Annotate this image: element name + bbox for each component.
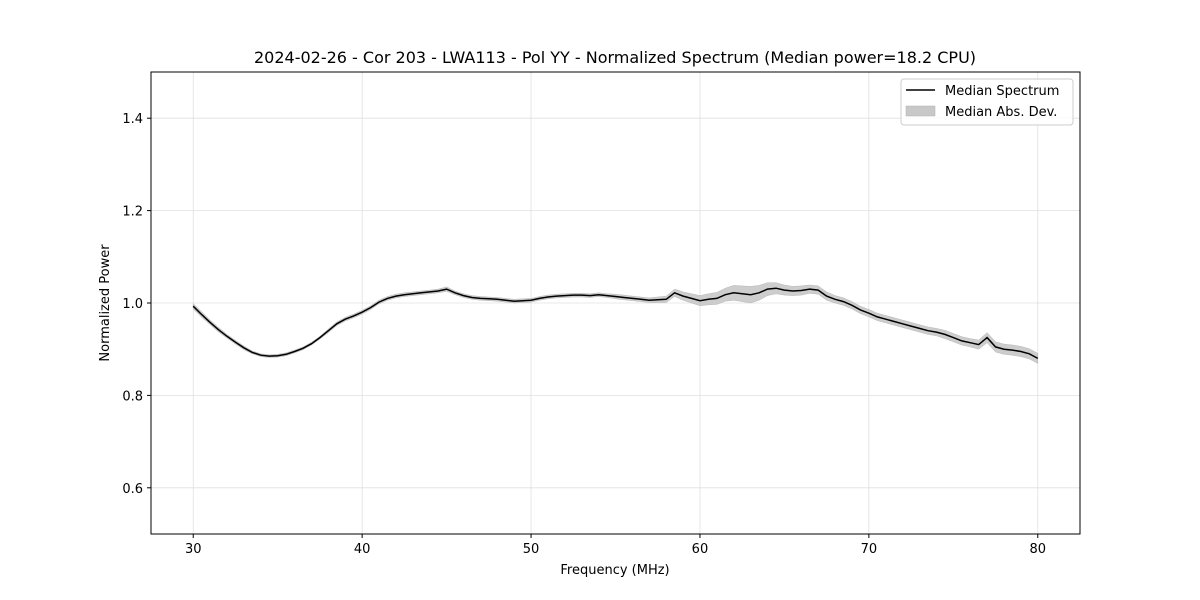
x-tick-label: 80 bbox=[1029, 542, 1046, 557]
legend: Median Spectrum Median Abs. Dev. bbox=[900, 78, 1074, 126]
x-tick-label: 30 bbox=[185, 542, 202, 557]
legend-label-mad: Median Abs. Dev. bbox=[945, 105, 1057, 120]
y-tick-label: 1.4 bbox=[122, 112, 143, 127]
x-tick-label: 50 bbox=[523, 542, 540, 557]
legend-label-median: Median Spectrum bbox=[945, 84, 1059, 99]
ticks: 30 40 50 60 70 80 0.6 0.8 1.0 1.2 1.4 bbox=[122, 112, 1046, 557]
y-tick-label: 0.6 bbox=[122, 482, 143, 497]
y-tick-label: 1.2 bbox=[122, 205, 143, 220]
x-axis-title: Frequency (MHz) bbox=[560, 563, 669, 578]
x-tick-label: 40 bbox=[354, 542, 371, 557]
legend-band-swatch bbox=[905, 105, 936, 117]
x-tick-label: 70 bbox=[861, 542, 878, 557]
y-tick-label: 0.8 bbox=[122, 389, 143, 404]
x-tick-label: 60 bbox=[692, 542, 709, 557]
y-axis-title: Normalized Power bbox=[98, 244, 113, 362]
chart-title: 2024-02-26 - Cor 203 - LWA113 - Pol YY -… bbox=[254, 48, 976, 67]
median-spectrum-line bbox=[192, 287, 1039, 360]
legend-box bbox=[900, 78, 1074, 126]
y-tick-label: 1.0 bbox=[122, 297, 143, 312]
